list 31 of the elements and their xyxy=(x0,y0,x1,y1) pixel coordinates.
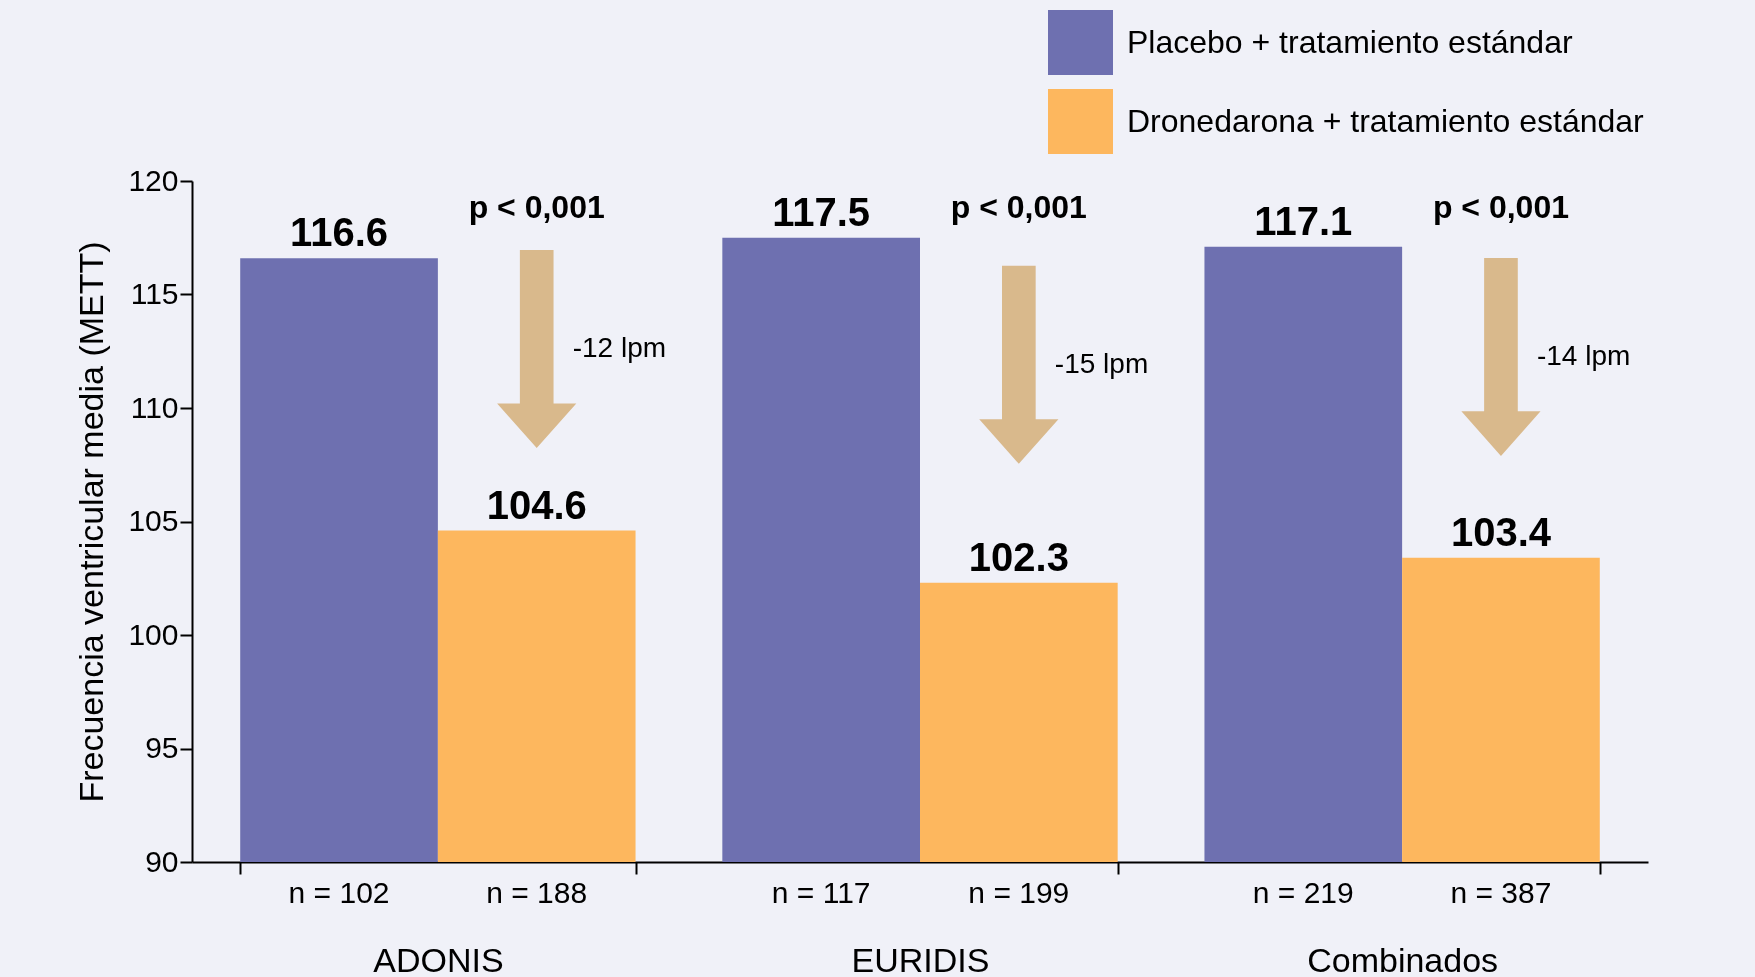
text: n = 219 xyxy=(1252,876,1354,909)
y-tick-label: 105 xyxy=(128,504,179,537)
data-label: 102.3 xyxy=(968,534,1069,579)
legend-label: Dronedarona + tratamiento estándar xyxy=(1127,102,1645,139)
y-tick-label: 120 xyxy=(128,163,179,197)
y-tick-label: 100 xyxy=(128,617,179,651)
x-tick-label: ADONIS xyxy=(373,940,504,977)
y-tick-label: 90 xyxy=(145,844,179,878)
annotation: -14 lpm xyxy=(1536,339,1631,371)
x-tick-label: Combinados xyxy=(1307,940,1499,977)
text: n = 102 xyxy=(288,876,390,909)
x-tick-label: EURIDIS xyxy=(851,940,990,977)
annotation: -12 lpm xyxy=(572,331,667,363)
annotation: -15 lpm xyxy=(1054,347,1149,379)
text: n = 199 xyxy=(968,876,1070,909)
text: n = 188 xyxy=(486,876,588,909)
annotation: p < 0,001 xyxy=(950,189,1087,226)
y-tick-label: 110 xyxy=(130,390,179,424)
text: n = 117 xyxy=(771,876,871,909)
y-tick-label: 115 xyxy=(130,277,179,310)
data-label: 104.6 xyxy=(486,482,587,527)
annotation: p < 0,001 xyxy=(1432,189,1569,226)
data-label: 117.5 xyxy=(772,189,871,234)
data-label: 117.1 xyxy=(1254,198,1353,243)
annotation: p < 0,001 xyxy=(468,189,605,226)
text: n = 387 xyxy=(1450,876,1552,909)
data-label: 116.6 xyxy=(290,210,388,255)
y-tick-label: 95 xyxy=(145,731,179,764)
y-axis-title: Frecuencia ventricular media (METT) xyxy=(72,241,111,803)
legend-label: Placebo + tratamiento estándar xyxy=(1127,23,1573,60)
data-label: 103.4 xyxy=(1450,509,1552,554)
